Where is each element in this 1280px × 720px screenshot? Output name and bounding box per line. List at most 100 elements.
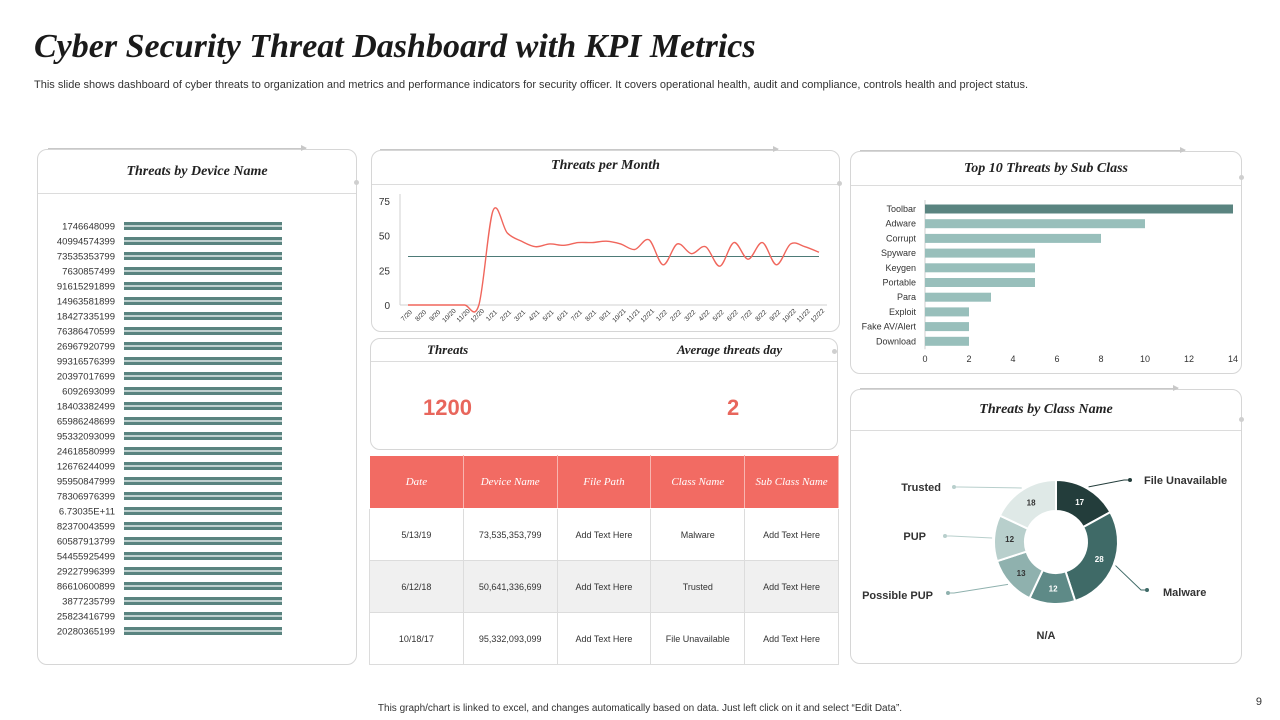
month-card: Threats per Month 0 25 50 75 7/20 8/20 9/20 10/…: [371, 150, 840, 332]
subclass-card-title: Top 10 Threats by Sub Class: [851, 152, 1241, 186]
subclass-tick-label: Spyware: [881, 248, 916, 258]
month-x-tick-label: 3/22: [683, 309, 697, 323]
table-header-row: Date Device Name File Path Class Name Su…: [369, 455, 839, 509]
month-x-tick-label: 9/20: [428, 309, 442, 323]
subclass-bar: [925, 278, 1035, 287]
subclass-x-tick-label: 6: [1054, 354, 1059, 364]
month-x-tick-label: 1/21: [485, 309, 499, 323]
column-header-date: Date: [369, 455, 464, 509]
class-category-label: Trusted: [901, 482, 941, 494]
table-cell: 73,535,353,799: [462, 508, 558, 561]
device-tick-label: 29227996399: [57, 567, 115, 578]
class-category-label: N/A: [1037, 630, 1056, 642]
month-y-tick-label: 25: [379, 266, 391, 277]
month-x-tick-label: 12/20: [470, 307, 487, 324]
class-slice-value-label: 13: [1017, 569, 1026, 578]
month-x-tick-label: 11/21: [626, 308, 642, 324]
table-cell: Add Text Here: [744, 612, 839, 665]
device-tick-label: 95950847999: [57, 477, 115, 488]
class-slice-value-label: 18: [1027, 499, 1036, 508]
avg-threats-kpi-value: 2: [727, 395, 740, 420]
table-cell: Add Text Here: [744, 508, 839, 561]
month-card-title: Threats per Month: [372, 151, 839, 185]
subclass-tick-label: Exploit: [889, 307, 917, 317]
month-x-tick-label: 7/22: [740, 309, 754, 323]
month-x-tick-label: 7/20: [400, 309, 414, 323]
device-card-title: Threats by Device Name: [38, 150, 356, 194]
table-cell: 95,332,093,099: [462, 612, 558, 665]
class-leader-dot: [1128, 478, 1132, 482]
table-cell: Add Text Here: [744, 560, 839, 613]
month-card-dot-decoration: [837, 181, 842, 186]
device-tick-label: 95332093099: [57, 432, 115, 443]
subclass-x-tick-label: 0: [922, 354, 927, 364]
month-x-tick-label: 8/20: [414, 309, 428, 323]
month-x-tick-label: 2/22: [669, 309, 683, 323]
page-number: 9: [1255, 696, 1262, 708]
subclass-bar: [925, 322, 969, 332]
table-row: 6/12/18 50,641,336,699 Add Text Here Tru…: [369, 560, 839, 613]
month-x-tick-label: 4/22: [698, 309, 712, 323]
month-x-tick-label: 12/22: [810, 307, 827, 324]
month-x-tick-label: 4/21: [528, 309, 542, 323]
class-leader-dot: [952, 485, 956, 489]
class-slice-value-label: 28: [1095, 555, 1104, 564]
table-cell: Malware: [650, 508, 746, 561]
avg-threats-kpi-label: Average threats day: [677, 342, 783, 357]
class-leader-line: [948, 583, 1009, 594]
device-tick-label: 18427335199: [57, 312, 115, 323]
month-x-tick-label: 5/21: [542, 309, 556, 323]
column-header-file-path: File Path: [556, 455, 652, 509]
subclass-bar: [925, 219, 1145, 229]
subclass-bar: [925, 204, 1233, 214]
device-card-dot-decoration: [354, 180, 359, 185]
class-category-label: File Unavailable: [1144, 475, 1227, 487]
table-cell: Add Text Here: [556, 508, 652, 561]
month-x-tick-label: 11/22: [796, 308, 812, 324]
kpi-card: [370, 338, 838, 450]
subclass-tick-label: Toolbar: [886, 204, 916, 214]
class-card-title: Threats by Class Name: [851, 390, 1241, 431]
subclass-card-arrow-decoration: [860, 147, 1186, 153]
subclass-tick-label: Fake AV/Alert: [862, 322, 917, 332]
month-x-tick-label: 10/22: [781, 307, 798, 324]
class-leader-line: [954, 486, 1022, 489]
table-row: 10/18/17 95,332,093,099 Add Text Here Fi…: [369, 612, 839, 665]
device-tick-label: 82370043599: [57, 522, 115, 533]
subclass-tick-label: Keygen: [885, 263, 916, 273]
class-leader-line: [1115, 565, 1147, 591]
subclass-tick-label: Corrupt: [886, 233, 917, 243]
subclass-tick-label: Portable: [882, 278, 916, 288]
device-tick-label: 3877235799: [62, 597, 115, 608]
subclass-bar: [925, 233, 1101, 243]
table-cell: 6/12/18: [369, 560, 464, 613]
month-x-tick-label: 8/21: [584, 309, 598, 323]
month-x-tick-label: 10/21: [611, 307, 628, 324]
device-tick-label: 60587913799: [57, 537, 115, 548]
class-leader-line: [1088, 479, 1130, 488]
table-cell: Add Text Here: [556, 560, 652, 613]
subclass-card-dot-decoration: [1239, 175, 1244, 180]
subclass-x-tick-label: 12: [1184, 354, 1194, 364]
device-tick-label: 7630857499: [62, 267, 115, 278]
month-y-tick-label: 50: [379, 232, 391, 243]
column-header-sub-class-name: Sub Class Name: [744, 455, 839, 509]
month-card-arrow-decoration: [380, 146, 779, 152]
table-cell: Add Text Here: [556, 612, 652, 665]
device-tick-label: 78306976399: [57, 492, 115, 503]
month-x-tick-label: 2/21: [499, 309, 513, 323]
device-tick-label: 91615291899: [57, 282, 115, 293]
device-card: Threats by Device Name 1746648099 4099457…: [37, 149, 357, 665]
device-tick-label: 25823416799: [57, 612, 115, 623]
table-cell: 50,641,336,699: [462, 560, 558, 613]
class-donut-slice: [998, 478, 1057, 531]
month-y-tick-label: 0: [384, 301, 390, 312]
month-x-tick-label: 1/22: [655, 309, 669, 323]
month-x-tick-label: 10/20: [441, 307, 458, 324]
month-y-tick-label: 75: [379, 197, 391, 208]
device-tick-label: 1746648099: [62, 222, 115, 233]
device-tick-label: 20397017699: [57, 372, 115, 383]
threats-kpi-label: Threats: [427, 342, 469, 357]
month-x-tick-label: 6/22: [726, 309, 740, 323]
device-tick-label: 73535353799: [57, 252, 115, 263]
